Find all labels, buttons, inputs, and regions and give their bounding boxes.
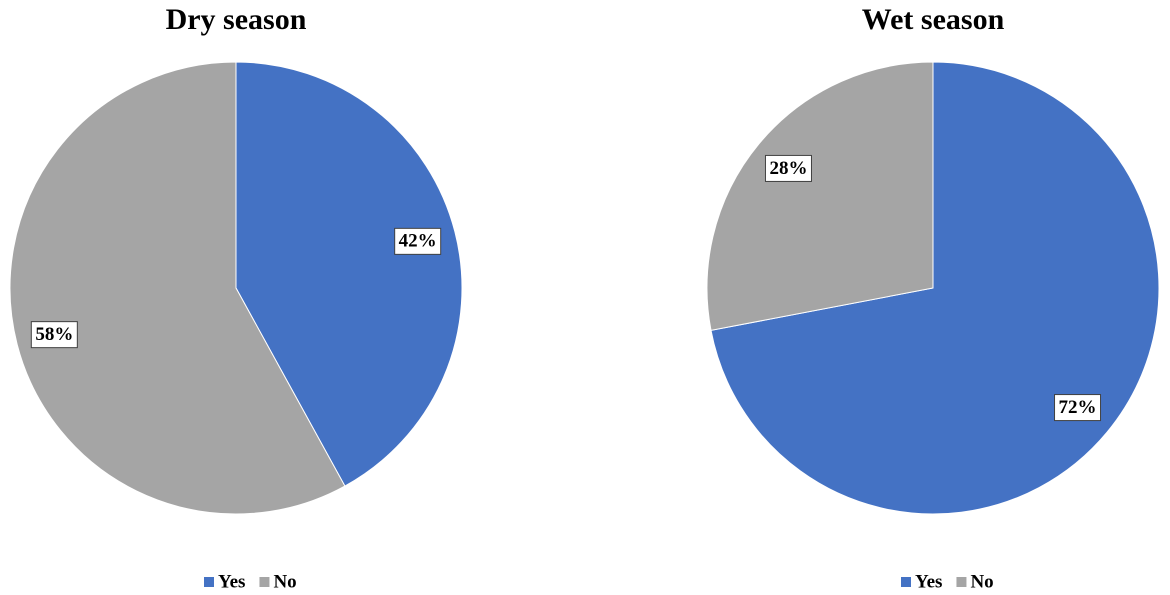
data-label: 58% <box>30 321 78 349</box>
pie-slice <box>9 61 346 515</box>
legend-label: Yes <box>218 571 245 592</box>
data-label-text: 72% <box>1059 397 1097 418</box>
data-label-box <box>764 154 812 182</box>
legend-label: No <box>273 571 296 592</box>
legend-swatch <box>901 577 911 587</box>
legend-label: Yes <box>915 571 942 592</box>
chart-title: Wet season <box>862 3 1005 36</box>
data-label-box <box>1054 394 1102 422</box>
legend-swatch <box>259 577 270 587</box>
data-label-text: 42% <box>399 231 437 252</box>
data-label: 72% <box>1054 394 1102 422</box>
legend-swatch <box>956 577 967 587</box>
pie-slice <box>710 61 1160 515</box>
legend-label: No <box>970 571 993 592</box>
data-label-box <box>30 321 78 349</box>
data-label: 42% <box>394 227 442 255</box>
pie-slice <box>235 61 463 487</box>
chart-title: Dry season <box>166 3 307 36</box>
data-label-text: 28% <box>769 158 807 179</box>
data-label-text: 58% <box>35 324 73 345</box>
legend-swatch <box>204 577 214 587</box>
data-label: 28% <box>764 154 812 182</box>
pie-slice <box>706 61 934 331</box>
data-label-box <box>394 227 442 255</box>
